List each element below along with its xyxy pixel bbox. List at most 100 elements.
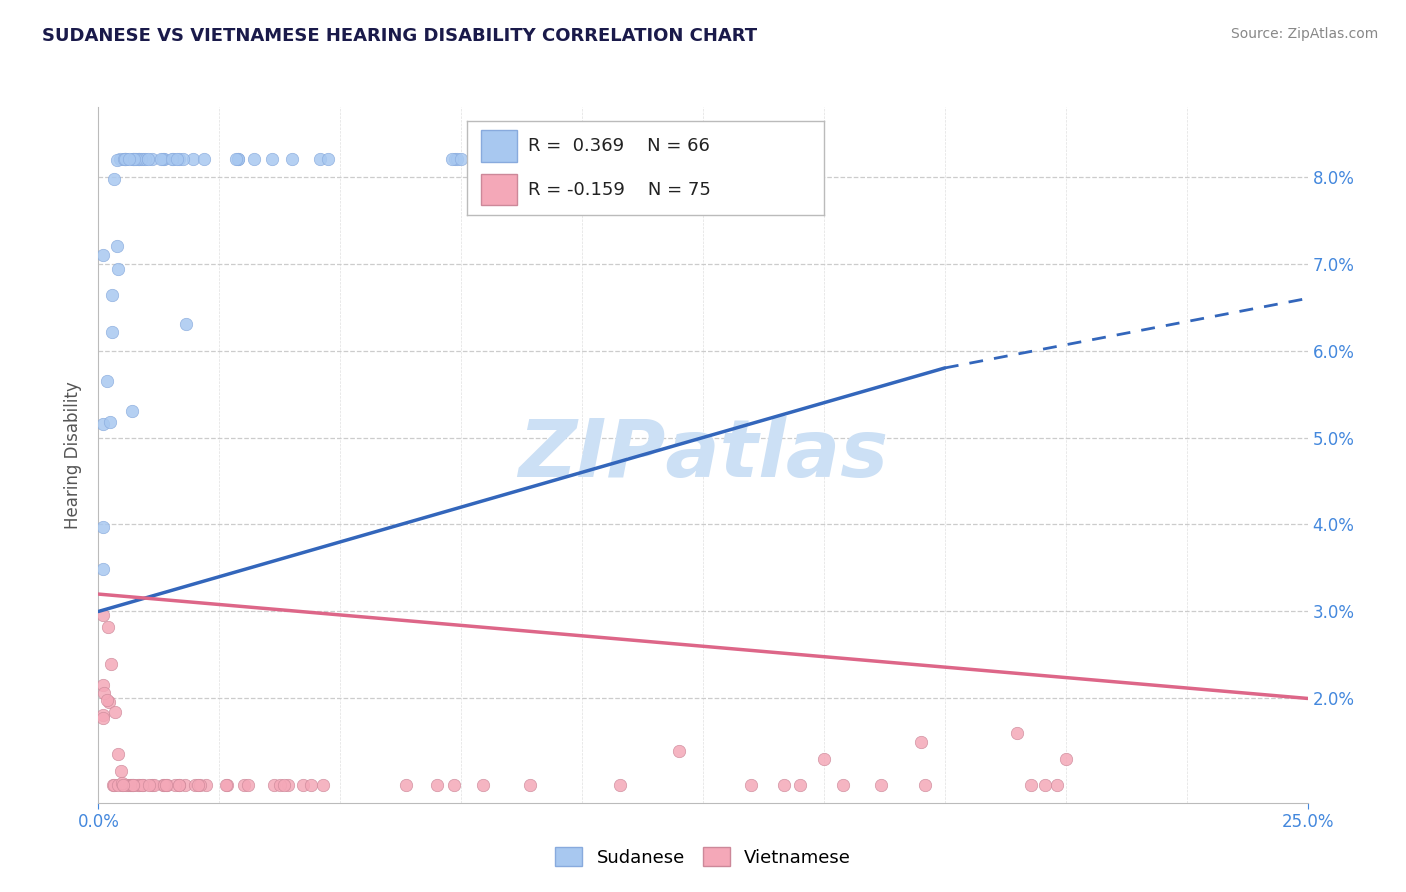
Text: SUDANESE VS VIETNAMESE HEARING DISABILITY CORRELATION CHART: SUDANESE VS VIETNAMESE HEARING DISABILIT… [42, 27, 758, 45]
Point [141, 778, 163, 792]
Point [120, 778, 142, 792]
Point [153, 152, 176, 166]
Point [217, 778, 239, 792]
Point [105, 153, 128, 167]
Point [138, 778, 160, 792]
Point [1054, 752, 1077, 766]
Point [169, 778, 191, 792]
Point [131, 152, 153, 166]
Point [122, 152, 145, 166]
Point [128, 152, 150, 166]
Point [105, 238, 128, 252]
Point [91, 562, 114, 576]
Point [773, 778, 796, 792]
Point [121, 404, 143, 418]
Point [117, 778, 139, 792]
Point [100, 657, 122, 671]
Text: ZIP​atlas: ZIP​atlas [517, 416, 889, 494]
Point [111, 776, 134, 790]
Point [619, 152, 641, 166]
Point [115, 778, 138, 792]
Point [426, 778, 449, 792]
Point [122, 152, 145, 166]
Point [523, 152, 546, 166]
Point [128, 152, 150, 166]
Point [309, 152, 332, 166]
Point [155, 778, 177, 792]
Point [172, 152, 194, 166]
Point [91, 520, 114, 534]
Point [242, 152, 264, 166]
Point [153, 778, 176, 792]
Point [101, 778, 124, 792]
Point [484, 152, 506, 166]
Point [115, 152, 138, 166]
Point [107, 261, 129, 276]
Point [474, 152, 496, 166]
Point [226, 152, 249, 166]
Point [225, 152, 247, 166]
Point [91, 248, 114, 262]
Point [112, 152, 135, 166]
Point [93, 686, 115, 700]
Point [107, 778, 129, 792]
Point [444, 152, 467, 166]
Point [292, 778, 315, 792]
Point [281, 152, 304, 166]
Point [226, 152, 249, 166]
Point [270, 778, 292, 792]
Point [143, 778, 166, 792]
Point [110, 764, 132, 779]
Point [114, 152, 136, 166]
Point [98, 416, 121, 430]
Point [870, 778, 893, 792]
Point [443, 778, 465, 792]
Point [273, 778, 295, 792]
Point [609, 778, 631, 792]
Point [131, 778, 153, 792]
Point [128, 778, 150, 792]
Point [91, 678, 114, 692]
Point [526, 152, 548, 166]
Point [813, 752, 835, 766]
Point [91, 417, 114, 431]
Point [236, 778, 259, 792]
Point [740, 778, 762, 792]
Point [96, 375, 118, 389]
Point [97, 695, 120, 709]
Point [519, 778, 541, 792]
Point [571, 152, 593, 166]
Point [107, 747, 129, 761]
Point [97, 620, 120, 634]
Point [550, 152, 572, 166]
Point [184, 778, 207, 792]
Point [1046, 778, 1069, 792]
Point [104, 706, 127, 720]
Point [174, 318, 197, 332]
Point [1033, 778, 1056, 792]
Point [121, 778, 143, 792]
Point [91, 711, 114, 725]
Point [484, 152, 506, 166]
Point [174, 778, 197, 792]
Text: Source: ZipAtlas.com: Source: ZipAtlas.com [1230, 27, 1378, 41]
Point [169, 778, 191, 792]
Point [471, 778, 494, 792]
Point [114, 152, 136, 166]
Point [160, 152, 183, 166]
Point [446, 152, 468, 166]
Y-axis label: Hearing Disability: Hearing Disability [65, 381, 83, 529]
Point [181, 152, 204, 166]
Point [127, 778, 149, 792]
Point [91, 708, 114, 723]
Point [555, 152, 578, 166]
Point [163, 778, 186, 792]
Point [152, 778, 174, 792]
Point [668, 744, 690, 758]
Point [91, 608, 114, 623]
Point [127, 152, 149, 166]
Point [1007, 726, 1029, 740]
Point [103, 172, 125, 186]
Point [114, 152, 136, 166]
Point [316, 152, 339, 166]
